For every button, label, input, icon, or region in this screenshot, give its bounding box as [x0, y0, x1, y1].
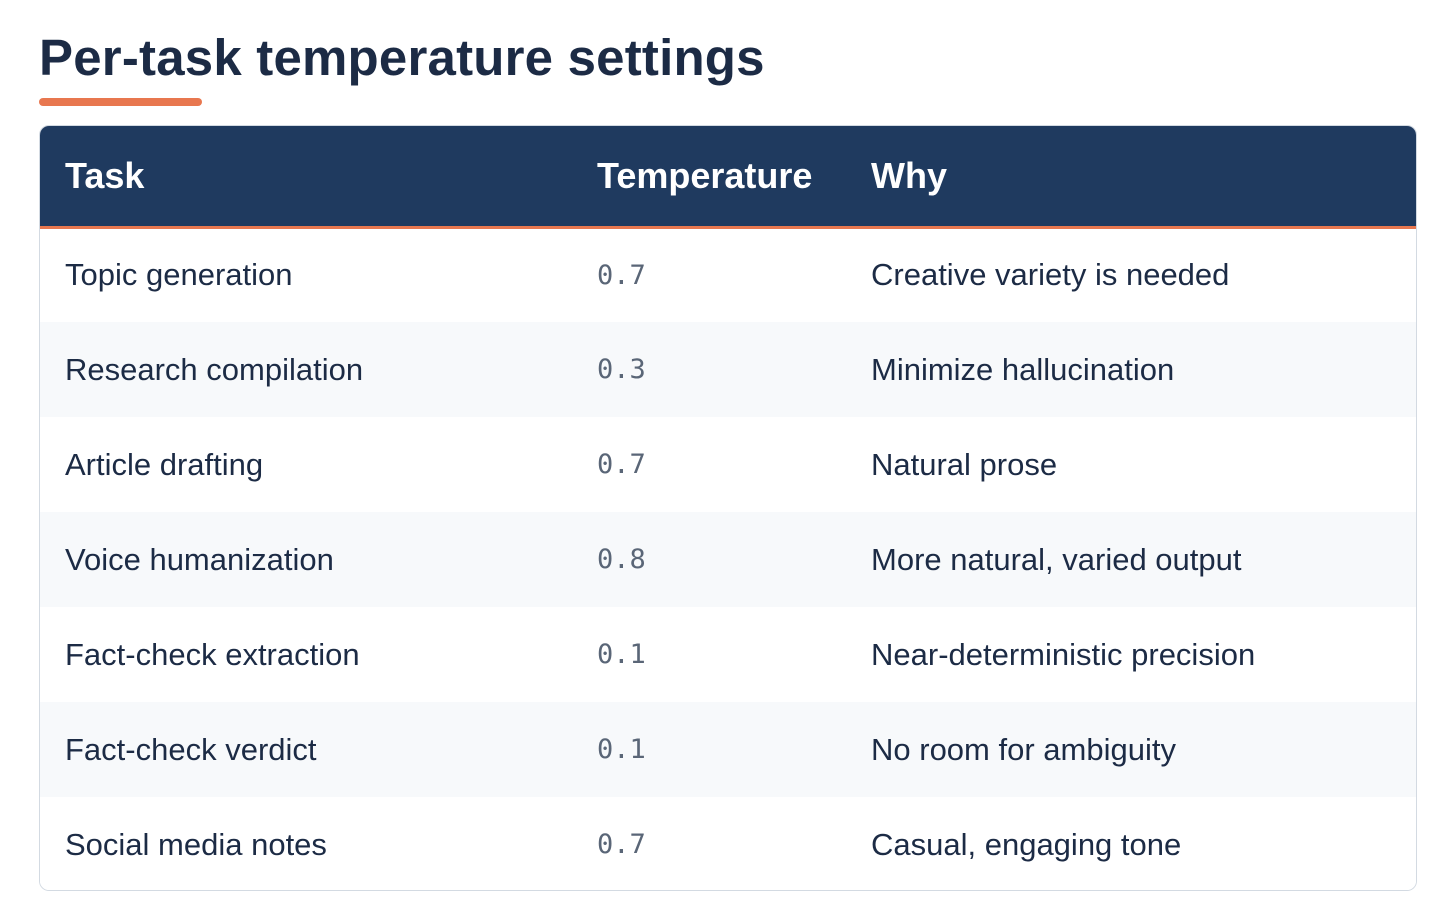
temperature-cell: 0.1: [597, 639, 646, 670]
temperature-table: Task Temperature Why Topic generation 0.…: [40, 126, 1416, 890]
why-cell: Casual, engaging tone: [871, 826, 1182, 862]
task-cell: Topic generation: [65, 257, 293, 293]
task-cell: Research compilation: [65, 351, 364, 387]
column-header-temperature: Temperature: [572, 126, 846, 229]
temperature-cell: 0.7: [597, 259, 646, 291]
column-header-task: Task: [40, 126, 572, 229]
table-header: Task Temperature Why: [40, 126, 1416, 229]
table-row: Fact-check verdict 0.1 No room for ambig…: [40, 702, 1416, 797]
task-cell: Voice humanization: [65, 541, 334, 577]
why-cell: Natural prose: [871, 446, 1058, 482]
temperature-cell: 0.3: [597, 354, 646, 385]
table-row: Topic generation 0.7 Creative variety is…: [40, 227, 1416, 322]
title-underline: [39, 98, 202, 106]
temperature-table-card: Task Temperature Why Topic generation 0.…: [39, 125, 1417, 891]
why-cell: Near-deterministic precision: [871, 636, 1256, 672]
task-cell: Fact-check verdict: [65, 731, 317, 767]
why-cell: Creative variety is needed: [871, 257, 1230, 293]
column-header-why: Why: [846, 126, 1416, 229]
table-row: Voice humanization 0.8 More natural, var…: [40, 512, 1416, 607]
page-title: Per-task temperature settings: [39, 29, 765, 86]
why-cell: Minimize hallucination: [871, 351, 1175, 387]
temperature-cell: 0.7: [597, 449, 646, 480]
why-cell: More natural, varied output: [871, 541, 1242, 577]
task-cell: Fact-check extraction: [65, 636, 360, 672]
temperature-cell: 0.1: [597, 734, 646, 765]
task-cell: Article drafting: [65, 446, 264, 482]
temperature-cell: 0.8: [597, 544, 646, 575]
header-row: Task Temperature Why: [40, 126, 1416, 229]
table-row: Research compilation 0.3 Minimize halluc…: [40, 322, 1416, 417]
task-cell: Social media notes: [65, 826, 327, 862]
why-cell: No room for ambiguity: [871, 731, 1176, 767]
table-row: Article drafting 0.7 Natural prose: [40, 417, 1416, 512]
table-row: Fact-check extraction 0.1 Near-determini…: [40, 607, 1416, 702]
table-row: Social media notes 0.7 Casual, engaging …: [40, 797, 1416, 890]
table-body: Topic generation 0.7 Creative variety is…: [40, 227, 1416, 890]
temperature-cell: 0.7: [597, 829, 646, 860]
